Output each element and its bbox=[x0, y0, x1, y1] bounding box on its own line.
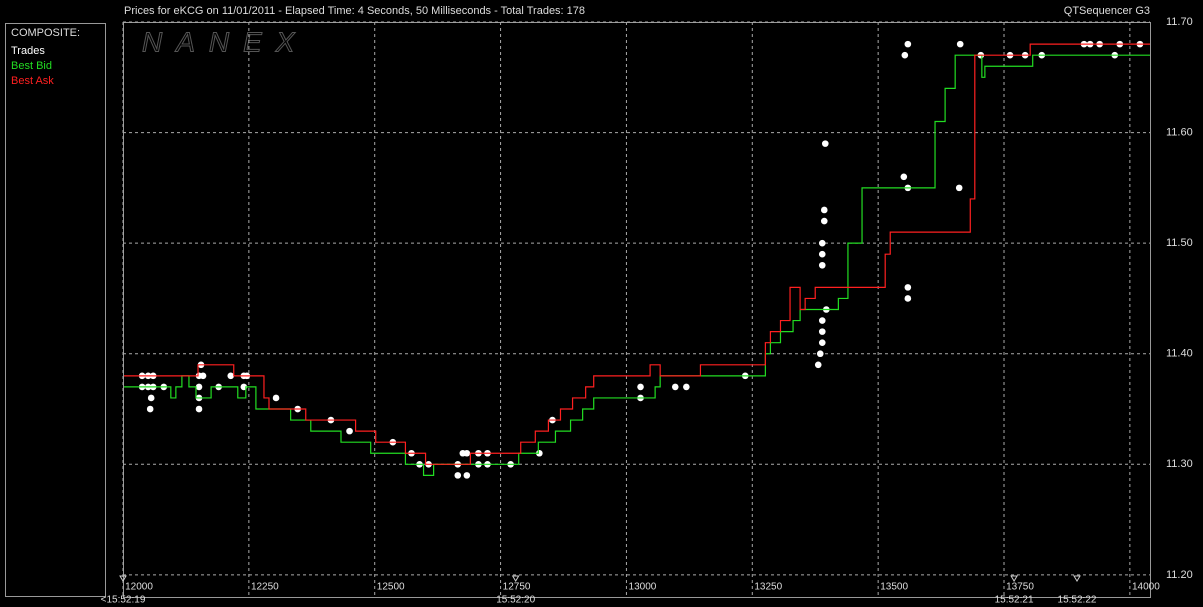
trade-dot bbox=[818, 239, 826, 247]
trade-dot bbox=[900, 173, 908, 181]
trade-dot bbox=[227, 372, 235, 380]
time-marker bbox=[1010, 575, 1018, 582]
legend-label: Best Ask bbox=[11, 75, 54, 87]
y-tick-label: 11.60 bbox=[1166, 126, 1193, 138]
trade-dot bbox=[956, 40, 964, 48]
time-label: 15:52:21 bbox=[995, 595, 1034, 606]
trade-dot bbox=[814, 361, 822, 369]
trade-dot bbox=[463, 449, 471, 457]
trade-dot bbox=[904, 295, 912, 302]
legend-title: COMPOSITE: bbox=[11, 27, 80, 39]
trade-dot bbox=[818, 339, 826, 346]
trade-dot bbox=[272, 394, 280, 402]
time-marker bbox=[1073, 575, 1081, 582]
trade-dot bbox=[146, 405, 154, 413]
trade-dot bbox=[147, 394, 155, 402]
trade-dot bbox=[821, 140, 829, 147]
trade-dot bbox=[195, 405, 203, 413]
legend-panel bbox=[5, 23, 106, 597]
trade-dot bbox=[818, 317, 826, 324]
x-tick-label: 14000 bbox=[1132, 582, 1160, 593]
trade-dot bbox=[904, 284, 912, 291]
trade-dot bbox=[820, 217, 828, 225]
legend-label: Best Bid bbox=[11, 60, 52, 72]
trade-dot bbox=[195, 383, 203, 391]
trade-dot bbox=[818, 261, 826, 269]
watermark: NANEX bbox=[142, 26, 308, 57]
y-tick-label: 11.30 bbox=[1166, 458, 1193, 470]
legend-label: Trades bbox=[11, 45, 45, 57]
trade-dot bbox=[820, 206, 828, 214]
trade-dot bbox=[818, 328, 826, 335]
trade-dot bbox=[955, 184, 963, 192]
chart-subtitle: QTSequencer G3 bbox=[1064, 5, 1150, 17]
y-tick-label: 11.20 bbox=[1166, 569, 1193, 581]
x-tick-label: 13000 bbox=[629, 582, 657, 593]
y-tick-label: 11.70 bbox=[1166, 16, 1193, 28]
time-label: 15:52:20 bbox=[496, 595, 535, 606]
x-tick-label: 12250 bbox=[251, 582, 279, 593]
x-tick-label: 12750 bbox=[503, 582, 531, 593]
time-marker bbox=[511, 575, 520, 582]
time-marker bbox=[119, 575, 127, 582]
y-tick-label: 11.50 bbox=[1166, 237, 1193, 249]
trade-dot bbox=[199, 372, 207, 380]
time-label: <15:52:19 bbox=[101, 595, 146, 606]
chart-title: Prices for eKCG on 11/01/2011 - Elapsed … bbox=[124, 5, 585, 17]
trade-dot bbox=[904, 40, 912, 48]
x-tick-label: 13750 bbox=[1006, 582, 1034, 593]
trade-dot bbox=[637, 383, 644, 391]
x-tick-label: 13250 bbox=[754, 582, 782, 593]
time-label: 15:52:22 bbox=[1058, 595, 1097, 606]
x-tick-label: 13500 bbox=[880, 582, 908, 593]
trade-dot bbox=[818, 250, 826, 258]
trade-dot bbox=[463, 472, 471, 479]
y-tick-label: 11.40 bbox=[1166, 348, 1193, 360]
trade-dot bbox=[346, 427, 353, 435]
step-line bbox=[124, 54, 1150, 476]
trade-dot bbox=[816, 350, 824, 358]
x-tick-label: 12000 bbox=[125, 582, 153, 593]
trade-dot bbox=[683, 383, 690, 391]
trade-dot bbox=[901, 51, 909, 59]
trade-dot bbox=[671, 383, 679, 391]
trade-dot bbox=[454, 472, 462, 479]
x-tick-label: 12500 bbox=[377, 582, 405, 593]
trade-dot bbox=[536, 449, 543, 457]
step-line bbox=[124, 43, 1150, 465]
